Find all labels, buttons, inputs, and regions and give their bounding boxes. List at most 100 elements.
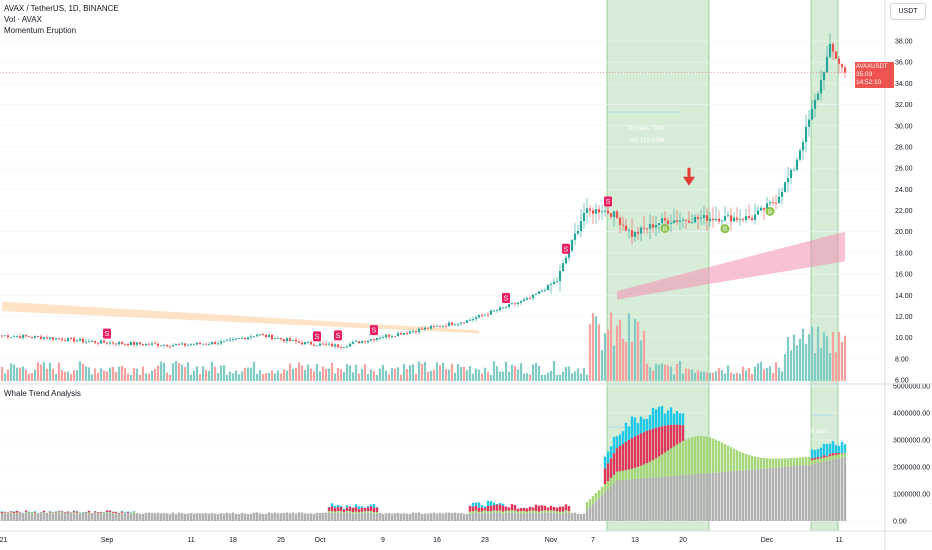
volume-bar (732, 374, 736, 381)
volume-bar (375, 374, 379, 381)
whale-red-bar (486, 505, 490, 512)
whale-green-bar (672, 446, 676, 476)
volume-bar (276, 370, 280, 381)
whale-gray-bar (591, 504, 595, 521)
volume-bar (66, 371, 70, 381)
whale-red-bar (63, 512, 67, 513)
whale-gray-bar (540, 512, 544, 521)
volume-bar (426, 371, 430, 381)
whale-gray-bar (453, 512, 457, 521)
candle-body (720, 220, 724, 222)
candle-body (39, 336, 43, 339)
whale-green-bar (510, 510, 514, 513)
volume-bar (423, 361, 427, 381)
whale-green-bar (342, 512, 346, 514)
whale-cyan-bar (630, 416, 634, 439)
legend: AVAX / TetherUS, 1D, BINANCE Vol · AVAX … (4, 3, 119, 36)
volume-bar (57, 362, 61, 381)
momentum-indicator-label[interactable]: Momentum Eruption (4, 26, 77, 35)
volume-bar (648, 367, 652, 381)
whale-gray-bar (228, 513, 232, 521)
volume-bar (831, 332, 835, 381)
volume-bar (531, 364, 535, 381)
whale-gray-bar (720, 471, 724, 521)
symbol-title[interactable]: AVAX / TetherUS, 1D, BINANCE (4, 4, 119, 13)
whale-gray-bar (435, 513, 439, 521)
whale-gray-bar (165, 513, 169, 521)
candle-body (60, 338, 64, 341)
volume-indicator-label[interactable]: Vol · AVAX (4, 15, 42, 24)
volume-bar (771, 372, 775, 381)
whale-green-bar (588, 499, 592, 508)
candle-body (831, 43, 835, 52)
whale-gray-bar (810, 464, 814, 521)
candle-body (273, 338, 277, 340)
whale-gray-bar (741, 470, 745, 521)
whale-gray-bar (423, 513, 427, 521)
y-tick-label: 30.00 (895, 123, 913, 130)
volume-bar (144, 373, 148, 381)
whale-cyan-bar (828, 443, 832, 454)
volume-bar (42, 362, 46, 381)
volume-bar (312, 371, 316, 381)
currency-button[interactable]: USDT (890, 3, 926, 20)
sell-signal-letter: S (336, 333, 341, 340)
whale-gray-bar (471, 513, 475, 521)
whale-gray-bar (93, 512, 97, 521)
volume-bar (264, 372, 268, 381)
whale-red-bar (99, 512, 103, 513)
candle-body (321, 343, 325, 345)
whale-gray-bar (489, 513, 493, 521)
whale-gray-bar (333, 513, 337, 521)
volume-bar (549, 370, 553, 381)
whale-indicator-label[interactable]: Whale Trend Analysis (4, 389, 81, 398)
whale-y-tick-label: 3000000.00 (893, 438, 930, 445)
whale-red-bar (9, 511, 13, 513)
whale-red-bar (669, 424, 673, 449)
last-price-tag: AVAXUSDT 35.03 14:52:10 (855, 62, 894, 88)
whale-red-bar (663, 425, 667, 453)
candle-body (543, 289, 547, 291)
volume-bar (234, 370, 238, 381)
candle-body (345, 346, 349, 348)
whale-green-bar (822, 457, 826, 462)
whale-cyan-bar (126, 511, 130, 513)
candle-body (408, 331, 412, 334)
whale-gray-bar (768, 468, 772, 521)
whale-red-bar (72, 511, 76, 513)
volume-bar (453, 372, 457, 381)
sell-signal (562, 243, 570, 254)
volume-bar (702, 371, 706, 381)
whale-cyan-bar (480, 505, 484, 508)
whale-green-bar (774, 458, 778, 468)
candle-body (306, 341, 310, 343)
volume-bar (186, 362, 190, 381)
whale-red-bar (342, 509, 346, 513)
whale-green-bar (660, 454, 664, 477)
whale-cyan-bar (474, 502, 478, 506)
whale-green-bar (834, 454, 838, 459)
volume-bar (522, 373, 526, 381)
volume-bar (204, 369, 208, 381)
candle-body (156, 343, 160, 346)
x-tick-label: 13 (631, 537, 639, 544)
whale-gray-bar (831, 459, 835, 521)
whale-green-bar (798, 457, 802, 466)
whale-green-bar (678, 442, 682, 476)
whale-red-bar (660, 426, 664, 455)
whale-red-bar (474, 505, 478, 511)
volume-bar (438, 365, 442, 381)
volume-bar (87, 367, 91, 381)
whale-green-bar (786, 458, 790, 467)
whale-gray-bar (6, 513, 10, 521)
volume-bar (678, 361, 682, 381)
whale-red-bar (828, 453, 832, 457)
whale-green-bar (738, 451, 742, 471)
x-tick-label: Oct (315, 537, 326, 544)
volume-bar (378, 368, 382, 381)
whale-gray-bar (753, 469, 757, 521)
whale-gray-bar (672, 475, 676, 521)
volume-bar (303, 369, 307, 381)
volume-bar (717, 368, 721, 381)
